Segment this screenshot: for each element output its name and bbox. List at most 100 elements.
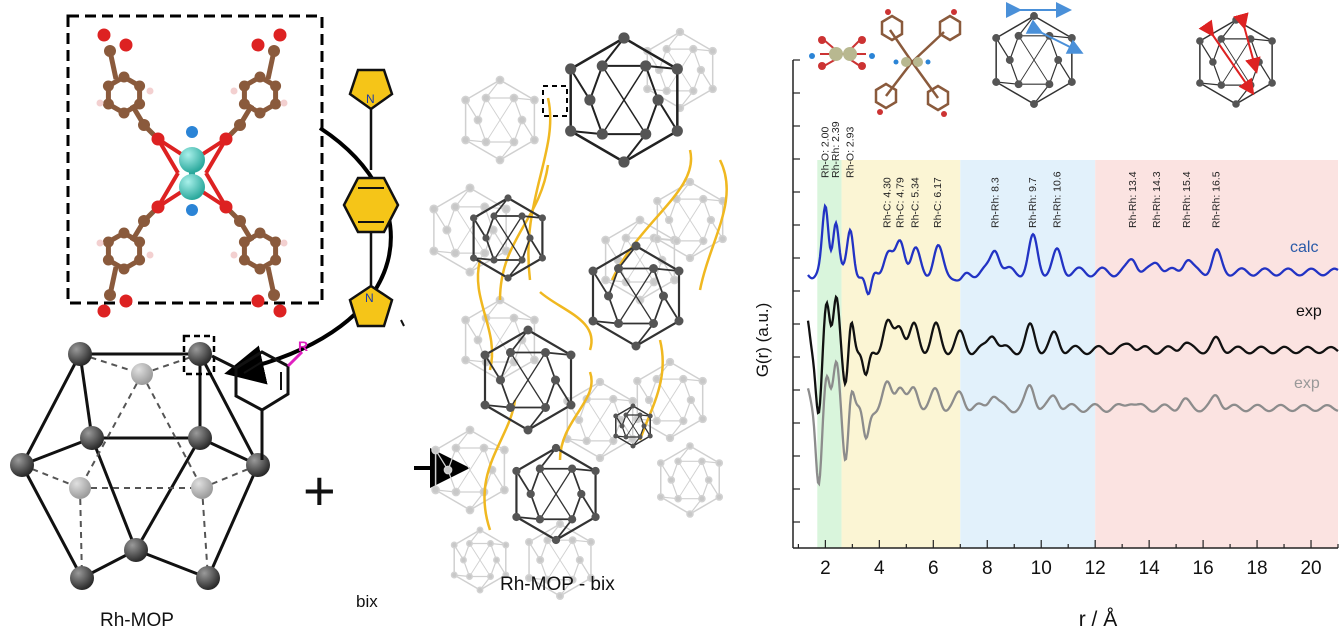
carbon-atom [102, 254, 114, 266]
x-tick-label: 6 [928, 558, 939, 579]
x-tick-label: 10 [1031, 558, 1052, 579]
red-arrow-2 [1233, 12, 1261, 74]
rh-o-bond [204, 171, 228, 209]
bix-molecule [342, 68, 405, 328]
x-tick-label: 12 [1085, 558, 1106, 579]
r-group-label: R [298, 338, 308, 354]
series-label-exp-grey: exp [1294, 375, 1320, 392]
hydrogen-atom [146, 87, 154, 95]
oxygen-atom [251, 294, 265, 308]
hydrogen-atom [230, 87, 238, 95]
inset-paddlewheel-full [874, 9, 962, 117]
carbon-atom [138, 119, 150, 131]
y-axis-ticks [793, 59, 800, 523]
carbon-atom [118, 263, 130, 275]
annotation-label: Rh-Rh: 9.7 [1027, 177, 1039, 228]
x-axis-title: r / Å [1079, 608, 1118, 631]
oxygen-atom [251, 38, 265, 52]
curved-arrow [224, 126, 393, 385]
faint-cage-5 [461, 295, 539, 385]
red-arrow-1 [1198, 19, 1255, 96]
oxygen-atom [97, 28, 111, 42]
series-label-exp-dark: exp [1296, 303, 1322, 320]
carbon-atom [254, 107, 266, 119]
distance-bands [817, 160, 1338, 548]
annotation-label: Rh-C: 4.79 [895, 177, 907, 228]
network-cage-left [470, 194, 547, 282]
faint-cage-9 [656, 442, 724, 518]
carbon-atom [254, 227, 266, 239]
carbon-atom [118, 107, 130, 119]
series-line-1 [806, 294, 1339, 415]
band-0 [817, 160, 842, 548]
carbon-atom [270, 98, 282, 110]
carbon-atom [102, 80, 114, 92]
benzene-linker [211, 350, 304, 460]
annotation-label: Rh-Rh: 15.4 [1181, 171, 1193, 228]
hydrogen-atom [230, 251, 238, 259]
annotation-label: Rh-Rh: 8.3 [989, 177, 1001, 228]
annotation-label: Rh-C: 6.17 [932, 177, 944, 228]
x-tick-label: 18 [1246, 558, 1267, 579]
rh-mop-label: Rh-MOP [100, 610, 174, 631]
rh-mop-bix-label: Rh-MOP - bix [500, 574, 615, 595]
carbon-atom [102, 236, 114, 248]
x-tick-label: 20 [1300, 558, 1321, 579]
annotation-label: Rh-Rh: 13.4 [1127, 171, 1139, 228]
carbon-atom [102, 98, 114, 110]
oxygen-atom [219, 132, 233, 146]
network-cage-middle [480, 325, 576, 435]
faint-cage-10 [525, 520, 595, 600]
annotation-label: Rh-Rh: 2.39 [830, 121, 842, 178]
carbon-atom [268, 45, 280, 57]
network-cage-bottom [512, 443, 600, 545]
hydrogen-atom [280, 99, 288, 107]
hydrogen-atom [96, 239, 104, 247]
rh-mop-cage: R [10, 334, 308, 590]
annotation-label: Rh-Rh: 10.6 [1051, 171, 1063, 228]
oxygen-atom [219, 200, 233, 214]
oxygen-atom [151, 200, 165, 214]
hydrogen-atom [280, 239, 288, 247]
carbon-atom [134, 254, 146, 266]
carbon-atom [238, 254, 250, 266]
oxygen-atom [119, 38, 133, 52]
oxygen-atom [273, 304, 287, 318]
carbon-atom [270, 236, 282, 248]
network-cage-top [565, 32, 683, 168]
band-2 [960, 160, 1096, 548]
x-tick-label: 2 [820, 558, 831, 579]
carbon-atom [138, 215, 150, 227]
rh-o-bond [156, 137, 180, 175]
carbon-atom [134, 98, 146, 110]
carbon-atom [134, 236, 146, 248]
rh-o-bond [204, 137, 228, 175]
x-tick-label: 4 [874, 558, 885, 579]
inset-cage-blue-body [992, 12, 1076, 108]
carbon-atom [238, 98, 250, 110]
carbon-atom [104, 45, 116, 57]
carbon-atom [234, 119, 246, 131]
pdf-series [806, 203, 1339, 487]
paddlewheel-structure [66, 14, 324, 318]
oxygen-atom [273, 28, 287, 42]
inset-cage-short-distances [992, 12, 1076, 108]
blue-arrow-2 [1025, 19, 1084, 54]
carbon-atom [270, 80, 282, 92]
annotation-label: Rh-Rh: 14.3 [1151, 171, 1163, 228]
faint-cage-2 [429, 183, 511, 277]
x-tick-label: 16 [1193, 558, 1214, 579]
network-vertex-box [542, 85, 568, 117]
series-line-0 [807, 203, 1339, 296]
rh-mop-bix-network [429, 27, 728, 600]
faint-cage-11 [450, 526, 510, 594]
band-1 [841, 160, 961, 548]
annotation-label: Rh-O: 2.00 [819, 126, 831, 178]
x-axis-ticks: 2 4 6 8 10 12 14 16 18 20 [797, 540, 1339, 579]
bix-label: bix [356, 592, 378, 611]
annotation-label: Rh-C: 4.30 [881, 177, 893, 228]
carbon-atom [268, 289, 280, 301]
carbon-atom [234, 215, 246, 227]
